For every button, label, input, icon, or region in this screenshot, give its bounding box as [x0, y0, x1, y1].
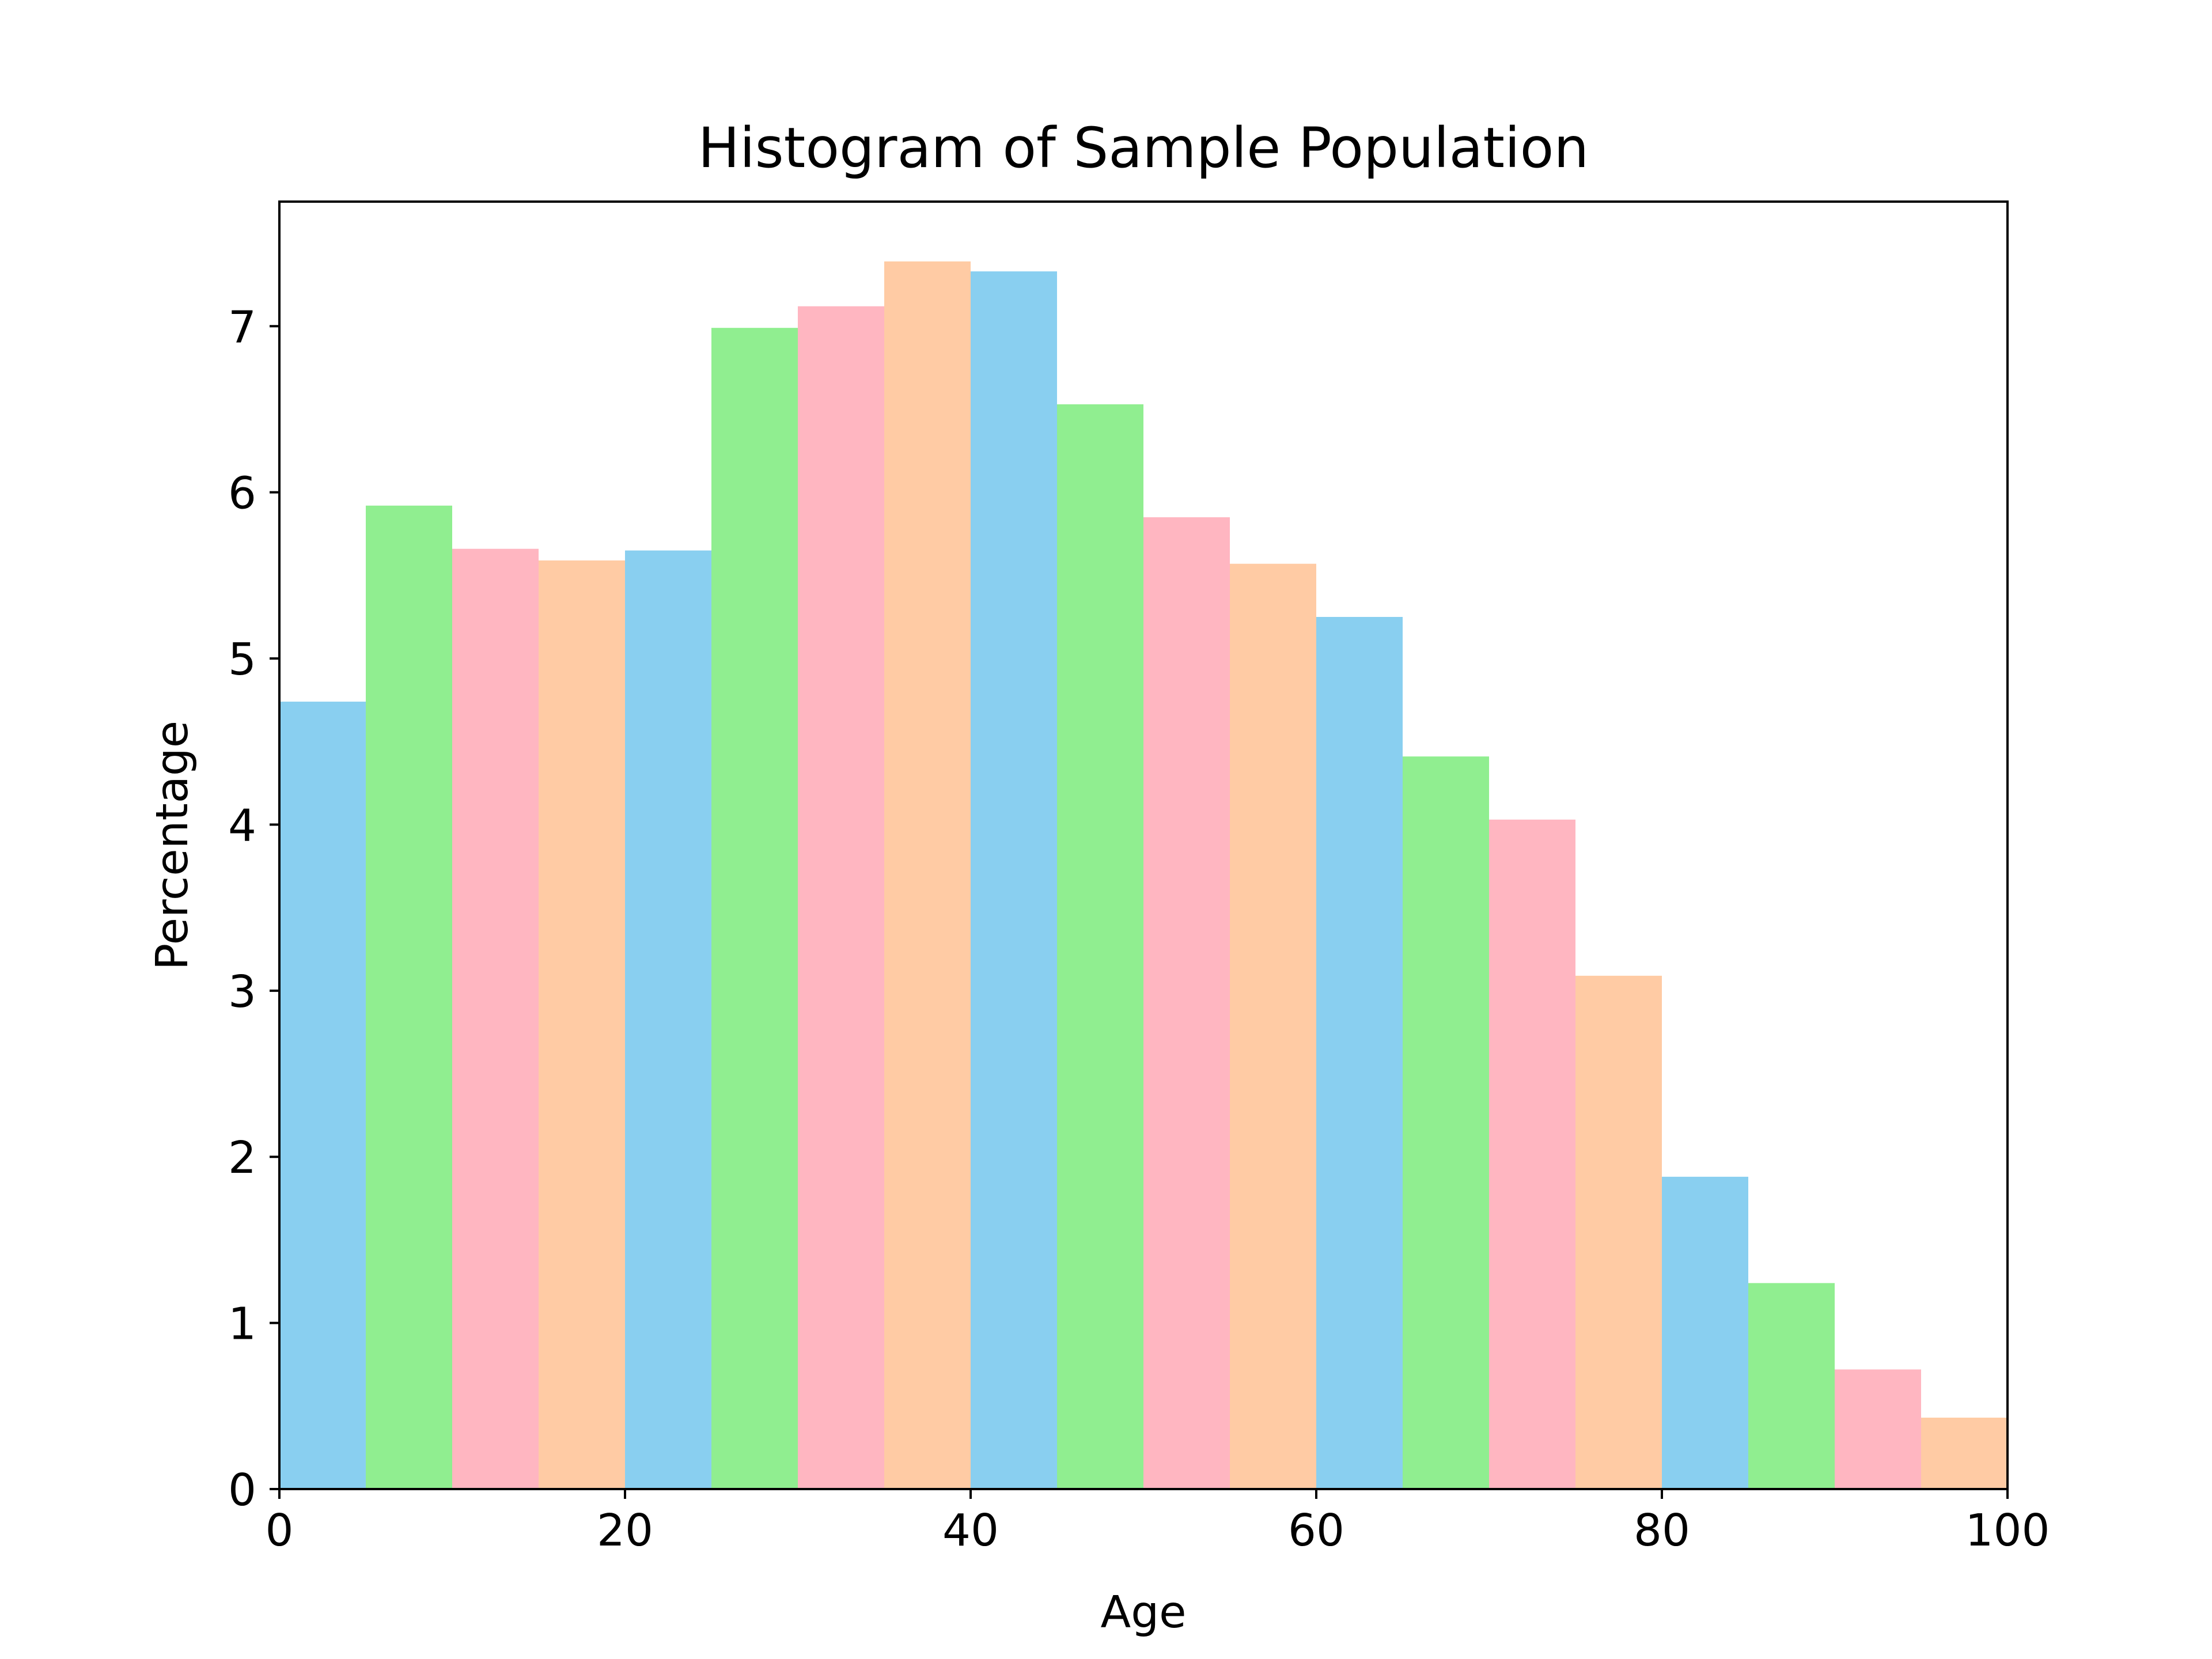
- histogram-bar-60-65: [1316, 616, 1403, 1489]
- histogram-bar-90-95: [1835, 1369, 1921, 1489]
- y-tick-label-5: 5: [228, 634, 256, 685]
- histogram-bar-50-55: [1143, 517, 1230, 1489]
- plot-area-frame: [278, 200, 2009, 1490]
- x-tick-label-80: 80: [1634, 1505, 1690, 1556]
- y-tick-label-3: 3: [228, 967, 256, 1018]
- histogram-bar-35-40: [884, 261, 971, 1490]
- y-axis-label: Percentage: [147, 721, 198, 970]
- chart-title: Histogram of Sample Population: [698, 116, 1589, 180]
- histogram-bar-55-60: [1230, 563, 1316, 1490]
- histogram-bar-65-70: [1403, 756, 1489, 1489]
- histogram-bar-0-5: [279, 702, 366, 1489]
- histogram-bar-20-25: [625, 550, 711, 1489]
- histogram-bar-25-30: [711, 328, 798, 1489]
- histogram-bar-85-90: [1748, 1283, 1835, 1489]
- y-tick-label-2: 2: [228, 1132, 256, 1184]
- x-axis-ticks: 0 20 40 60 80 100: [266, 1489, 2050, 1556]
- y-tick-label-4: 4: [228, 800, 256, 851]
- x-axis-label: Age: [1101, 1587, 1187, 1638]
- x-tick-label-60: 60: [1288, 1505, 1344, 1556]
- histogram-bar-40-45: [971, 271, 1057, 1490]
- histogram-bar-70-75: [1489, 819, 1575, 1489]
- y-tick-label-0: 0: [228, 1465, 256, 1516]
- y-axis-ticks: 0 1 2 3 4 5 6 7: [228, 302, 279, 1516]
- histogram-bar-10-15: [452, 548, 539, 1489]
- x-tick-label-100: 100: [1965, 1505, 2050, 1556]
- y-tick-label-1: 1: [228, 1299, 256, 1350]
- x-tick-label-20: 20: [597, 1505, 653, 1556]
- bars-group: [279, 261, 2008, 1490]
- y-tick-label-7: 7: [228, 302, 256, 353]
- histogram-bar-30-35: [798, 306, 884, 1490]
- x-tick-label-40: 40: [942, 1505, 999, 1556]
- y-tick-label-6: 6: [228, 468, 256, 520]
- histogram-bar-75-80: [1575, 975, 1662, 1489]
- histogram-bar-45-50: [1057, 404, 1143, 1489]
- histogram-bar-80-85: [1662, 1176, 1748, 1489]
- histogram-bar-5-10: [366, 505, 452, 1489]
- x-tick-label-0: 0: [266, 1505, 294, 1556]
- histogram-bar-95-100: [1921, 1417, 2008, 1489]
- histogram-bar-15-20: [539, 560, 625, 1489]
